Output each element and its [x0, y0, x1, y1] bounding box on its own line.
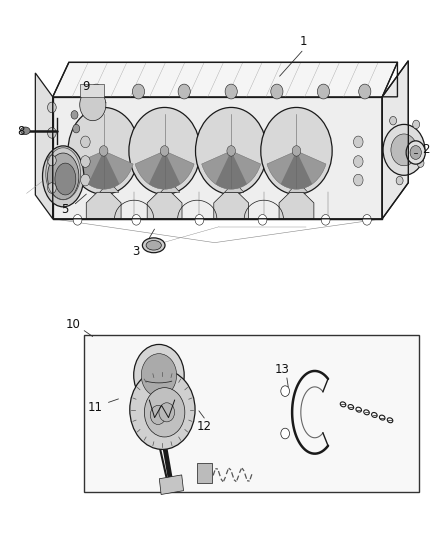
Bar [84, 335, 419, 492]
Text: 3: 3 [133, 245, 140, 258]
Circle shape [145, 387, 185, 437]
Circle shape [99, 146, 108, 156]
Polygon shape [53, 97, 382, 219]
Circle shape [383, 124, 425, 175]
Circle shape [363, 215, 371, 225]
Circle shape [359, 84, 371, 99]
Circle shape [413, 120, 420, 128]
Polygon shape [214, 192, 249, 219]
Circle shape [353, 156, 363, 167]
Circle shape [73, 215, 82, 225]
Text: 11: 11 [88, 400, 102, 414]
Circle shape [132, 215, 141, 225]
Circle shape [410, 146, 421, 159]
Circle shape [132, 84, 145, 99]
Circle shape [81, 136, 90, 148]
Wedge shape [135, 151, 194, 189]
Circle shape [90, 84, 102, 99]
Ellipse shape [146, 240, 161, 250]
Polygon shape [225, 182, 244, 192]
Text: 2: 2 [422, 143, 430, 156]
Text: 8: 8 [17, 125, 25, 138]
Text: 12: 12 [196, 420, 211, 433]
Polygon shape [161, 182, 180, 192]
Circle shape [47, 155, 56, 166]
Circle shape [227, 146, 236, 156]
Circle shape [281, 428, 290, 439]
Circle shape [417, 159, 424, 167]
Circle shape [396, 176, 403, 185]
Wedge shape [74, 151, 133, 189]
Circle shape [281, 386, 290, 397]
Wedge shape [201, 151, 261, 189]
Ellipse shape [21, 127, 30, 134]
Bar [159, 475, 184, 495]
Bar [80, 84, 104, 97]
Circle shape [81, 156, 90, 167]
Circle shape [318, 84, 329, 99]
Circle shape [195, 108, 267, 195]
Circle shape [390, 116, 396, 125]
Circle shape [47, 183, 56, 193]
Wedge shape [88, 151, 120, 189]
Text: 13: 13 [275, 364, 290, 376]
Circle shape [353, 174, 363, 186]
Wedge shape [281, 151, 312, 189]
Circle shape [47, 102, 56, 113]
Circle shape [178, 84, 190, 99]
Polygon shape [279, 192, 314, 219]
Circle shape [80, 89, 106, 120]
Polygon shape [382, 61, 408, 219]
Circle shape [134, 344, 184, 406]
Ellipse shape [142, 238, 165, 253]
Text: 5: 5 [61, 203, 68, 216]
Text: 10: 10 [66, 318, 81, 332]
Polygon shape [289, 182, 308, 192]
Text: 1: 1 [300, 35, 307, 47]
Polygon shape [147, 192, 182, 219]
Circle shape [71, 111, 78, 119]
Circle shape [129, 108, 200, 195]
Circle shape [353, 136, 363, 148]
Circle shape [321, 215, 330, 225]
Wedge shape [215, 151, 247, 189]
Wedge shape [149, 151, 180, 189]
Ellipse shape [47, 153, 79, 200]
Ellipse shape [55, 163, 76, 195]
Circle shape [150, 406, 166, 424]
Circle shape [391, 134, 417, 166]
Polygon shape [53, 62, 397, 97]
Circle shape [160, 146, 169, 156]
Circle shape [406, 141, 425, 164]
Circle shape [130, 370, 195, 449]
Circle shape [225, 84, 237, 99]
Circle shape [159, 403, 175, 422]
Circle shape [292, 146, 301, 156]
Bar [197, 463, 212, 483]
Ellipse shape [42, 146, 84, 207]
Circle shape [73, 124, 80, 133]
Circle shape [271, 84, 283, 99]
Text: 9: 9 [82, 80, 90, 93]
Circle shape [195, 215, 204, 225]
Polygon shape [86, 192, 121, 219]
Circle shape [141, 354, 177, 397]
Circle shape [261, 108, 332, 195]
Circle shape [258, 215, 267, 225]
Polygon shape [100, 182, 119, 192]
Circle shape [81, 174, 90, 186]
Circle shape [47, 127, 56, 138]
Polygon shape [35, 73, 53, 219]
Wedge shape [267, 151, 326, 189]
Circle shape [68, 108, 139, 195]
